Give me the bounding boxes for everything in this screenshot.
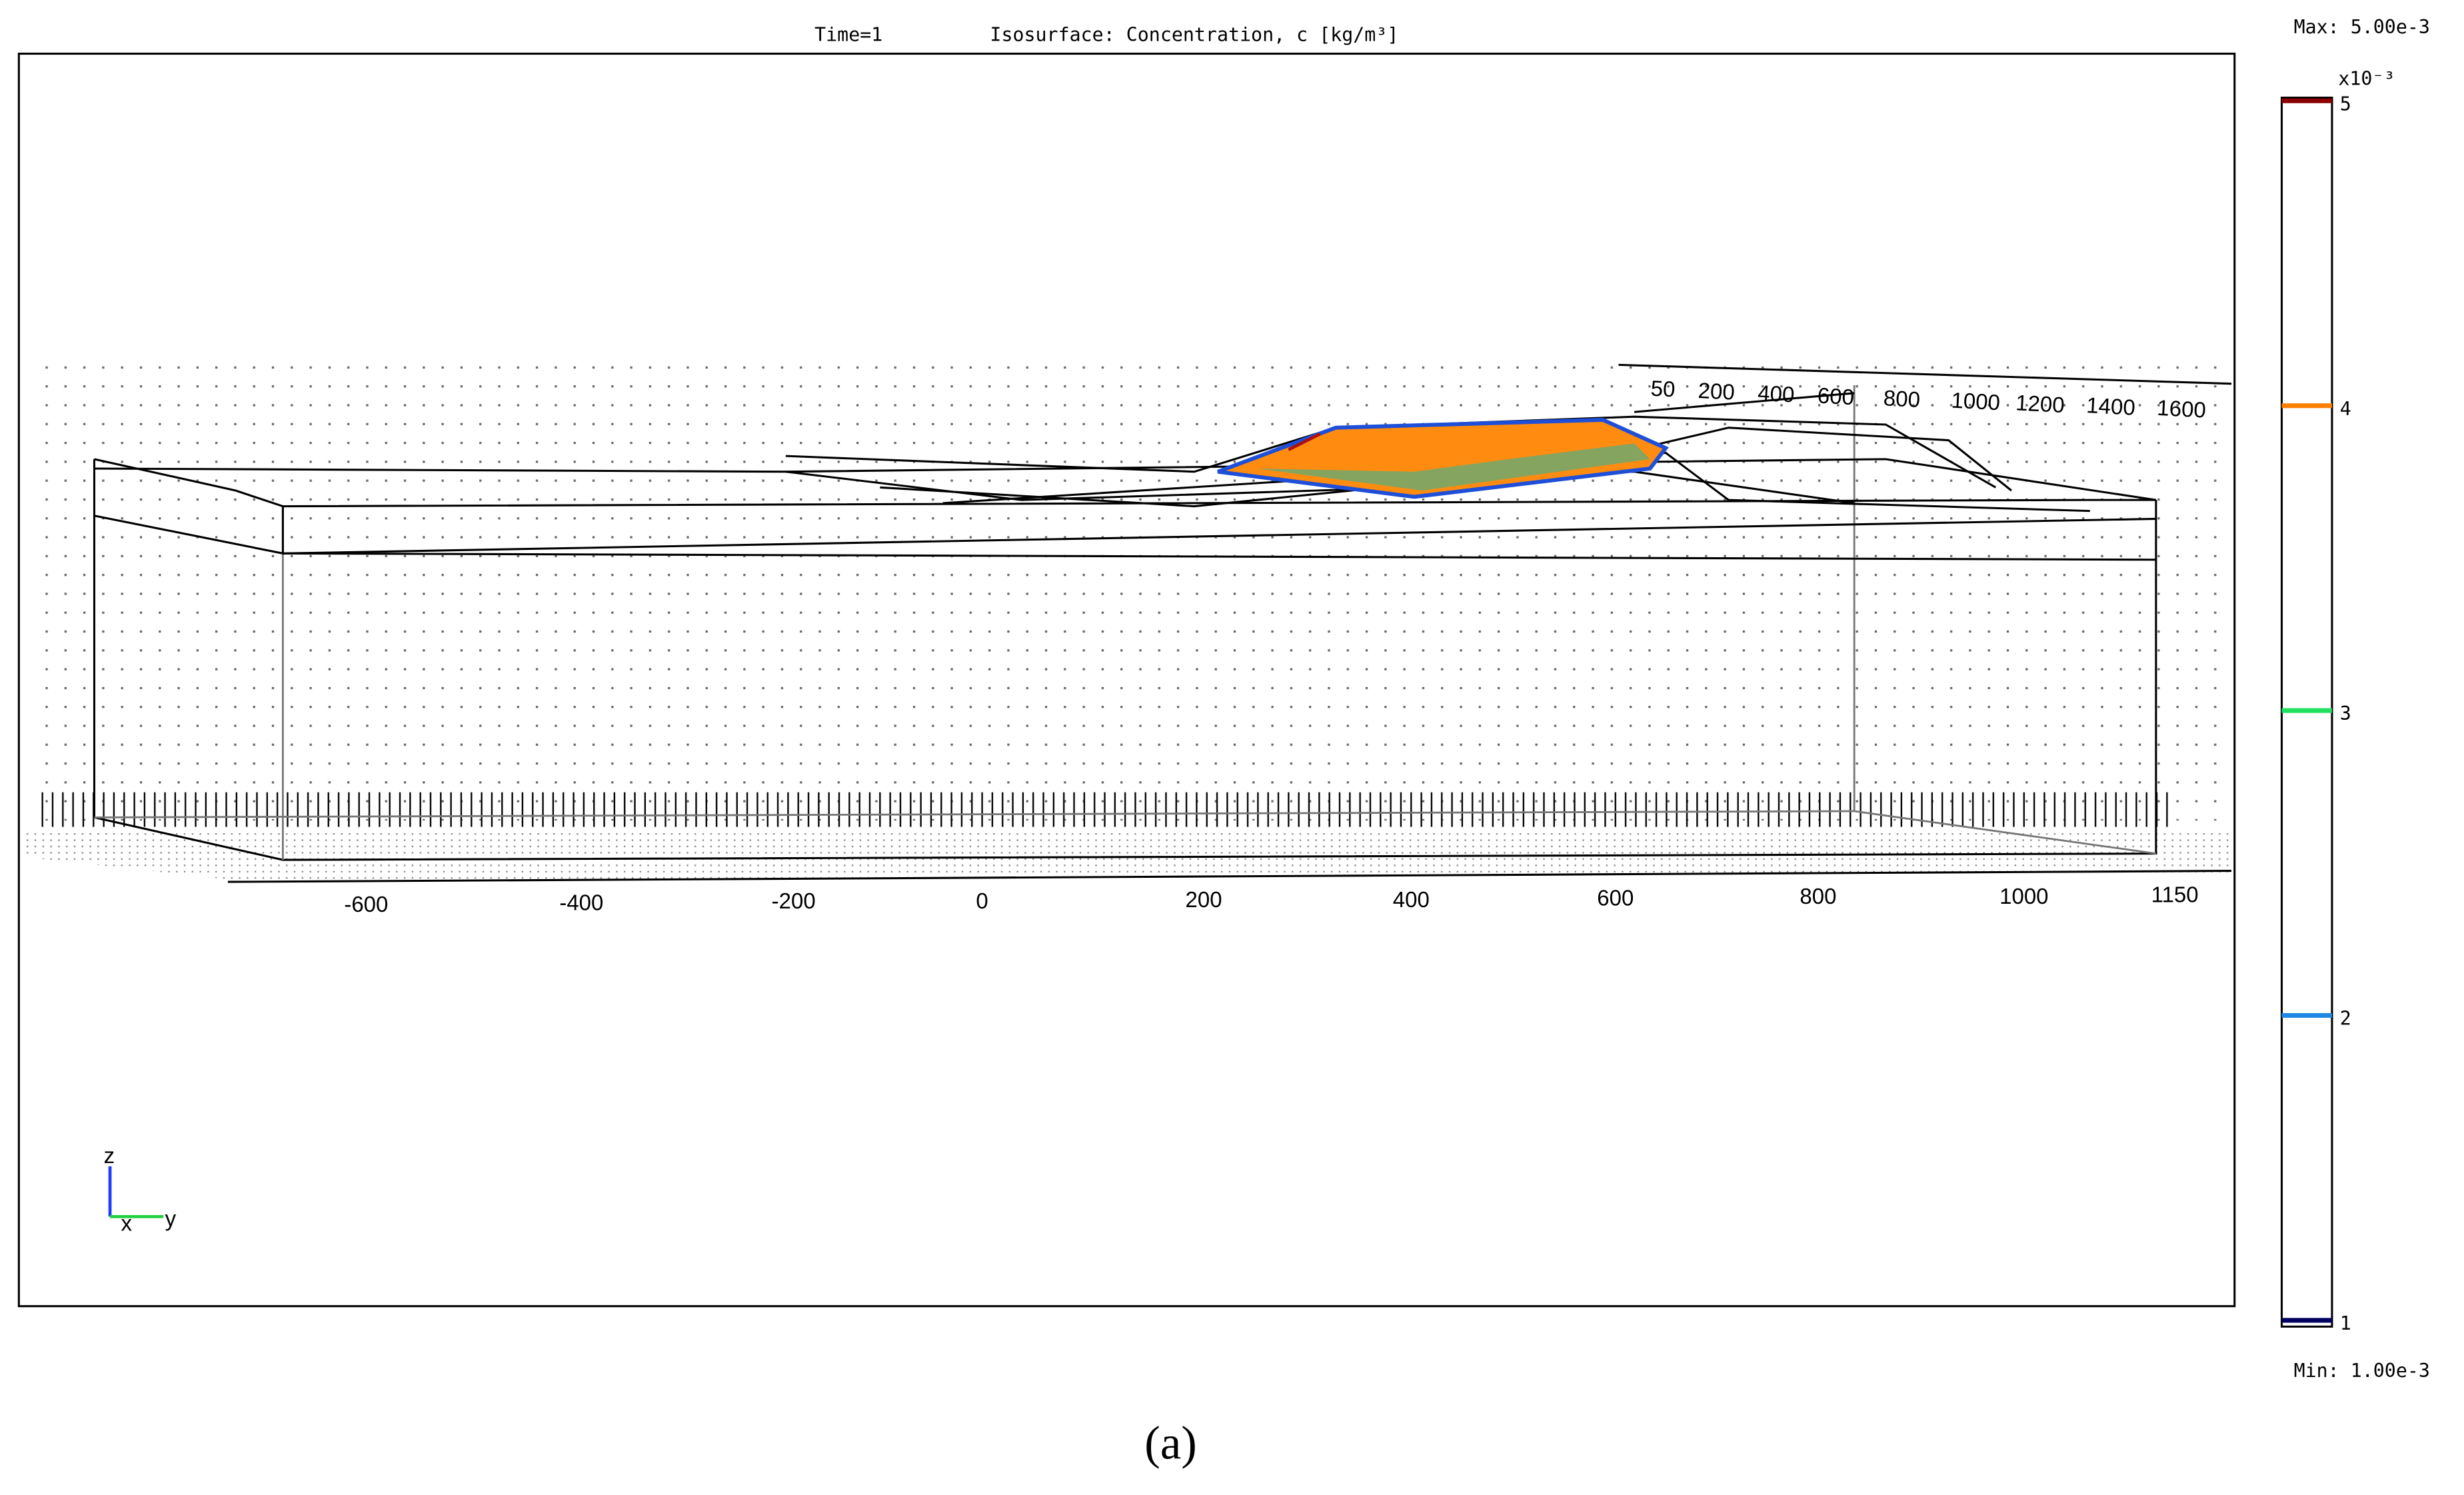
x-tick-label: 1150 xyxy=(2151,882,2199,907)
x-tick-label: 600 xyxy=(1597,885,1634,910)
x-tick-label: -200 xyxy=(772,888,816,913)
x-axis-labels: -600 -400 -200 0 200 400 600 800 1000 1150 xyxy=(344,882,2198,916)
triad-y: y xyxy=(165,1206,177,1230)
x-tick-label: -600 xyxy=(344,892,388,916)
isosurface xyxy=(1217,417,1669,499)
y-tick-label: 800 xyxy=(1883,385,1921,412)
grid-points xyxy=(34,365,2232,821)
x-tick-label: 200 xyxy=(1186,887,1222,912)
colorbar: Max: 5.00e-3 x10⁻³ 5 4 3 2 1 Min: 1.00e-3 xyxy=(2280,16,2430,1382)
x-tick-label: 800 xyxy=(1800,884,1836,908)
colorbar-min: Min: 1.00e-3 xyxy=(2294,1360,2430,1382)
x-tick-label: 0 xyxy=(976,888,988,913)
y-tick-label: 400 xyxy=(1757,381,1795,407)
triad-z: z xyxy=(104,1143,115,1168)
y-tick-label: 600 xyxy=(1817,383,1855,409)
plot-title: Isosurface: Concentration, c [kg/m³] xyxy=(990,24,1398,46)
x-tick-label: -400 xyxy=(559,890,603,915)
y-tick-label: 1400 xyxy=(2085,393,2135,420)
time-label: Time=1 xyxy=(814,24,882,46)
colorbar-tick-label: 5 xyxy=(2340,93,2351,115)
y-tick-label: 50 xyxy=(1650,376,1676,402)
y-tick-label: 200 xyxy=(1698,378,1736,405)
y-axis-labels: 50 200 400 600 800 1000 1200 1400 1600 xyxy=(1650,376,2207,423)
triad-x: x xyxy=(121,1211,133,1236)
axis-triad: z x y xyxy=(104,1143,177,1235)
x-tick-label: 1000 xyxy=(1999,884,2048,908)
colorbar-tick-label: 4 xyxy=(2340,398,2351,420)
colorbar-ticks: 5 4 3 2 1 xyxy=(2281,93,2351,1334)
x-tick-label: 400 xyxy=(1393,887,1430,912)
colorbar-tick-label: 2 xyxy=(2340,1008,2351,1030)
colorbar-tick-label: 1 xyxy=(2340,1312,2351,1334)
tick-row xyxy=(37,792,2175,827)
colorbar-exponent: x10⁻³ xyxy=(2338,68,2395,90)
colorbar-tick-label: 3 xyxy=(2340,703,2351,725)
y-tick-label: 1000 xyxy=(1951,388,2001,415)
colorbar-max: Max: 5.00e-3 xyxy=(2294,16,2430,38)
y-tick-label: 1200 xyxy=(2015,390,2065,417)
plot-area[interactable]: -600 -400 -200 0 200 400 600 800 1000 1150 50 200 4… xyxy=(17,53,2236,1308)
caption: (a) xyxy=(1144,1417,1197,1469)
y-tick-label: 1600 xyxy=(2157,395,2207,423)
